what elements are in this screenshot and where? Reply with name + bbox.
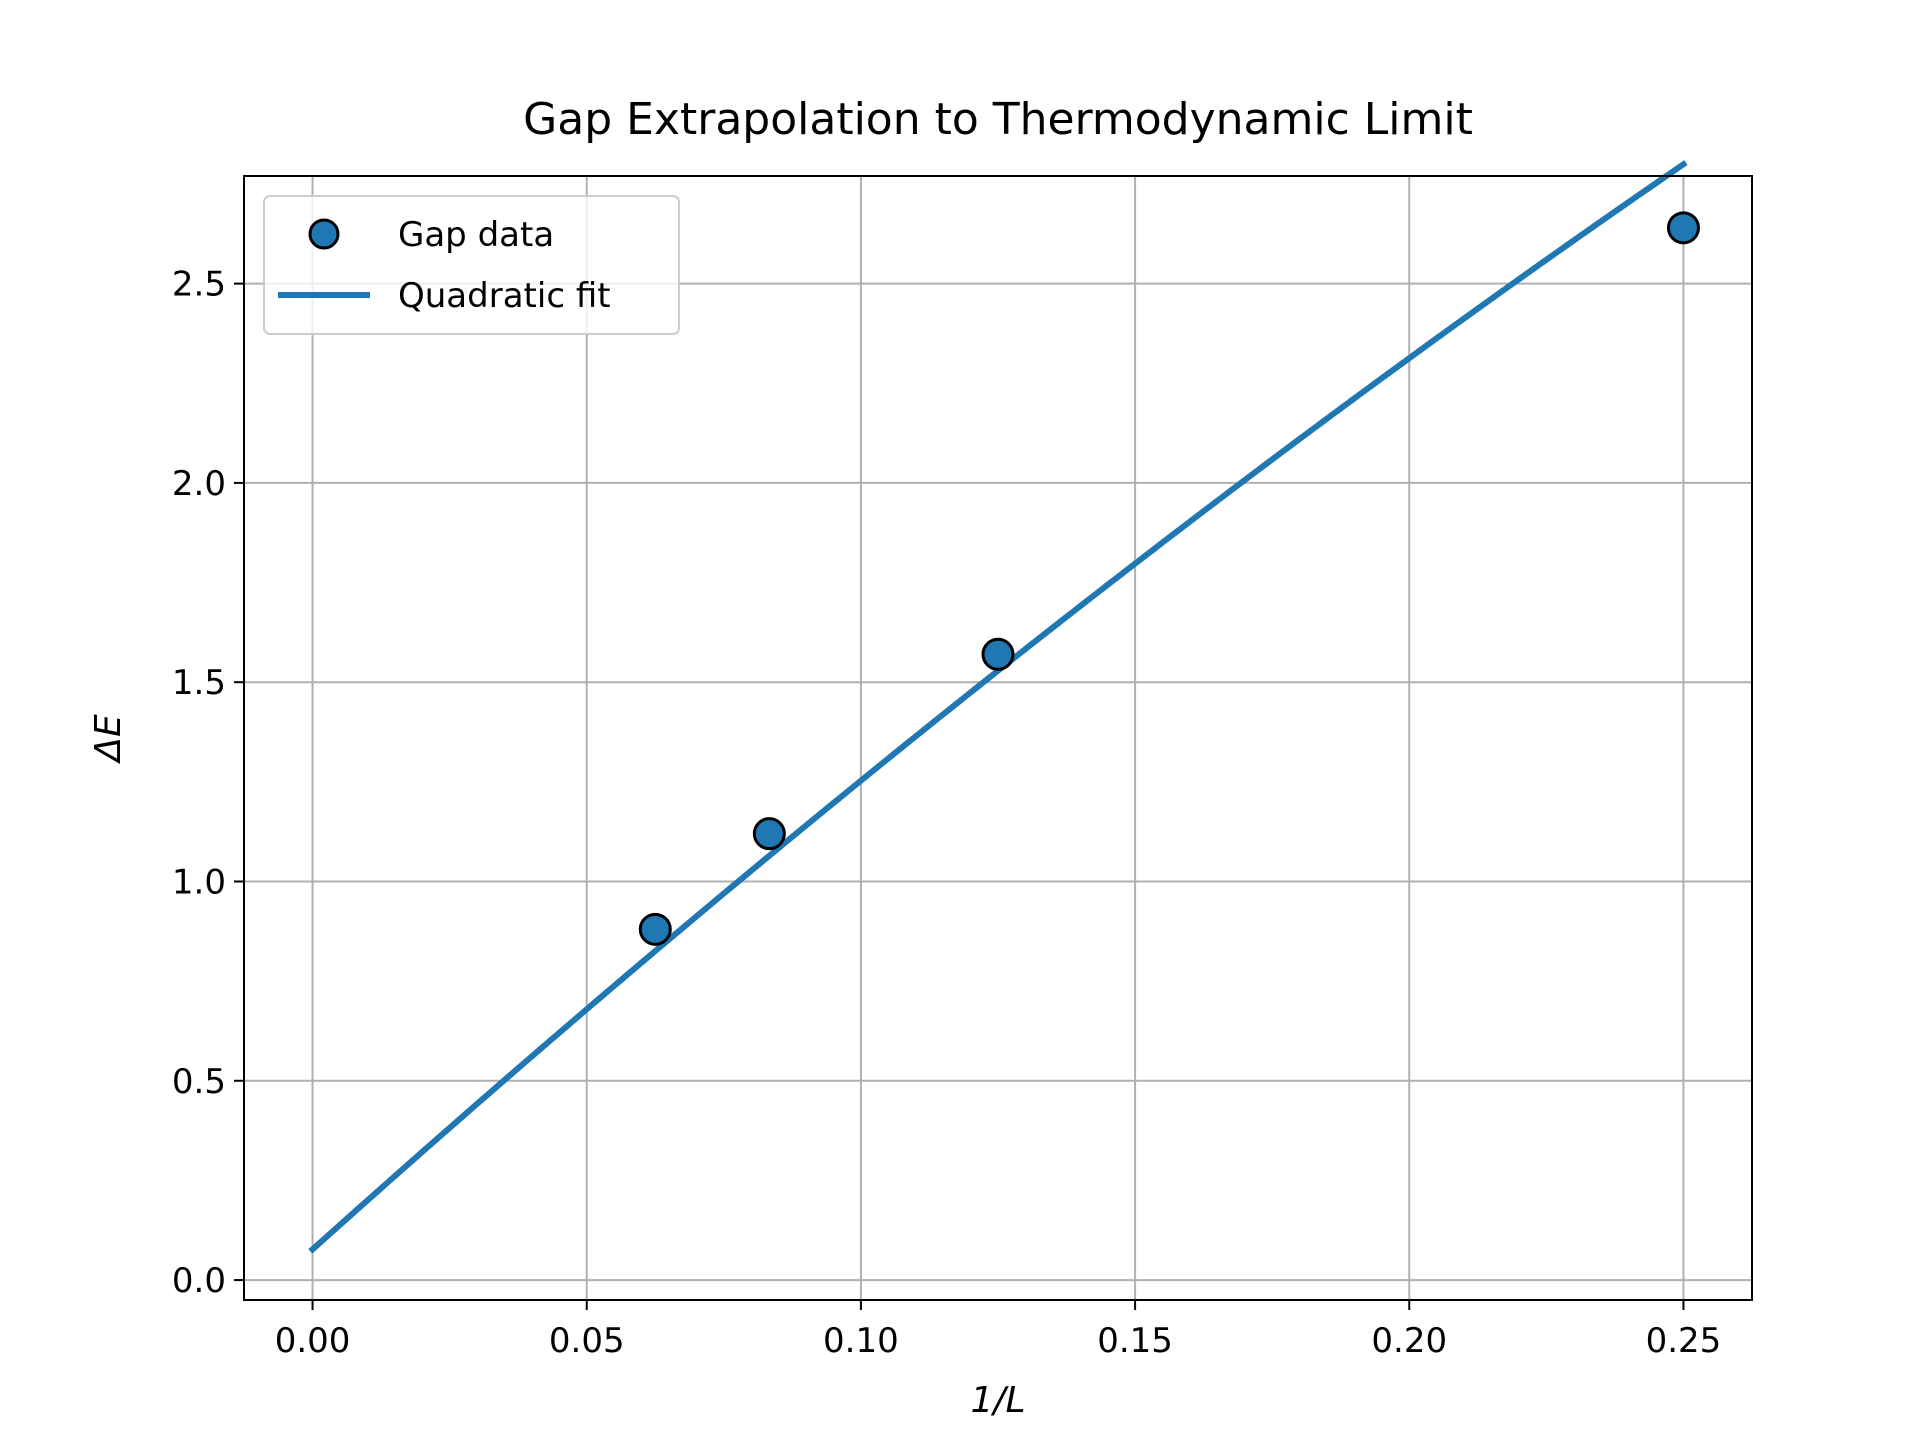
legend-label-quadratic-fit: Quadratic fit xyxy=(398,276,611,316)
gap-data-point xyxy=(1666,211,1700,245)
legend-label-gap-data: Gap data xyxy=(398,215,554,255)
y-axis-label: ΔE xyxy=(88,714,129,765)
gap-data-point xyxy=(981,637,1015,671)
x-tick-label: 0.05 xyxy=(549,1321,625,1361)
y-tick-label: 1.0 xyxy=(172,862,226,902)
x-axis-label: 1/L xyxy=(970,1380,1025,1421)
legend-marker-gap-data xyxy=(308,218,340,250)
y-tick-label: 0.5 xyxy=(172,1062,226,1102)
chart-title: Gap Extrapolation to Thermodynamic Limit xyxy=(523,94,1473,145)
y-tick-label: 1.5 xyxy=(172,663,226,703)
tick-layer: 0.00 0.05 0.10 0.15 0.20 0.25 0.0 0.5 1.0 1.5 2.0 2… xyxy=(172,265,1721,1361)
y-tick-label: 0.0 xyxy=(172,1261,226,1301)
x-tick-label: 0.25 xyxy=(1646,1321,1722,1361)
y-tick-label: 2.5 xyxy=(172,265,226,305)
x-tick-label: 0.20 xyxy=(1371,1321,1447,1361)
legend-box xyxy=(263,195,680,335)
y-tick-label: 2.0 xyxy=(172,464,226,504)
x-tick-label: 0.00 xyxy=(275,1321,351,1361)
gap-data-point xyxy=(638,912,672,946)
x-tick-label: 0.15 xyxy=(1097,1321,1173,1361)
plot-frame xyxy=(243,175,1753,1301)
gap-data-point xyxy=(752,817,786,851)
grid-layer xyxy=(244,176,1752,1300)
data-point-layer xyxy=(638,211,1700,946)
legend: Gap data Quadratic fit xyxy=(263,195,680,335)
x-tick-label: 0.10 xyxy=(823,1321,899,1361)
